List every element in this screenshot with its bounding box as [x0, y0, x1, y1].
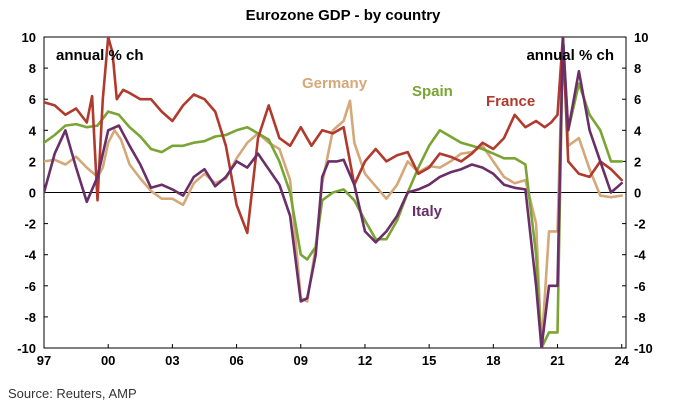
y-tick-right-label: 4	[634, 123, 642, 138]
y-tick-right-label: -8	[634, 310, 646, 325]
x-tick-label: 12	[358, 353, 372, 368]
series-label-spain: Spain	[412, 83, 453, 100]
y-tick-left-label: -2	[24, 217, 36, 232]
y-tick-left-label: -8	[24, 310, 36, 325]
series-label-italy: Italy	[412, 203, 443, 220]
y-tick-left-label: 6	[29, 92, 36, 107]
y-tick-right-label: -4	[634, 248, 646, 263]
y-tick-left-label: -6	[24, 279, 36, 294]
x-tick-label: 21	[550, 353, 564, 368]
y-tick-right-label: 6	[634, 92, 641, 107]
x-tick-label: 03	[165, 353, 179, 368]
y-tick-right-label: 8	[634, 61, 641, 76]
x-tick-label: 18	[486, 353, 500, 368]
series-line-italy	[44, 37, 623, 348]
series-line-spain	[44, 37, 623, 348]
y-tick-left-label: -10	[17, 341, 36, 356]
y-tick-right-label: -2	[634, 217, 646, 232]
source-note: Source: Reuters, AMP	[8, 386, 137, 401]
y-tick-left-label: -4	[24, 248, 36, 263]
y-tick-right-label: -10	[634, 341, 653, 356]
series-line-germany	[44, 37, 623, 348]
chart-title: Eurozone GDP - by country	[246, 7, 441, 24]
x-tick-label: 24	[614, 353, 629, 368]
x-tick-label: 97	[37, 353, 51, 368]
y-tick-right-label: 2	[634, 154, 641, 169]
y-tick-left-label: 0	[29, 186, 36, 201]
x-tick-label: 00	[101, 353, 115, 368]
y-tick-right-label: 10	[634, 30, 648, 45]
y-tick-right-label: -6	[634, 279, 646, 294]
chart-svg: Eurozone GDP - by country 10 108 86 64 42 20 0…	[17, 7, 653, 368]
y-tick-left-label: 2	[29, 154, 36, 169]
x-tick-label: 06	[229, 353, 243, 368]
series-line-france	[44, 37, 623, 235]
y-tick-left-label: 8	[29, 61, 36, 76]
series-label-germany: Germany	[302, 75, 368, 92]
x-tick-label: 09	[294, 353, 308, 368]
series-label-france: France	[486, 93, 535, 110]
series-group	[44, 37, 623, 348]
y-tick-left-label: 10	[22, 30, 36, 45]
left-axis-label: annual % ch	[56, 47, 144, 64]
y-tick-left-label: 4	[29, 123, 37, 138]
right-axis-label: annual % ch	[526, 47, 614, 64]
y-tick-right-label: 0	[634, 186, 641, 201]
x-tick-label: 15	[422, 353, 436, 368]
series-labels: Germany Spain France Italy	[302, 75, 535, 220]
